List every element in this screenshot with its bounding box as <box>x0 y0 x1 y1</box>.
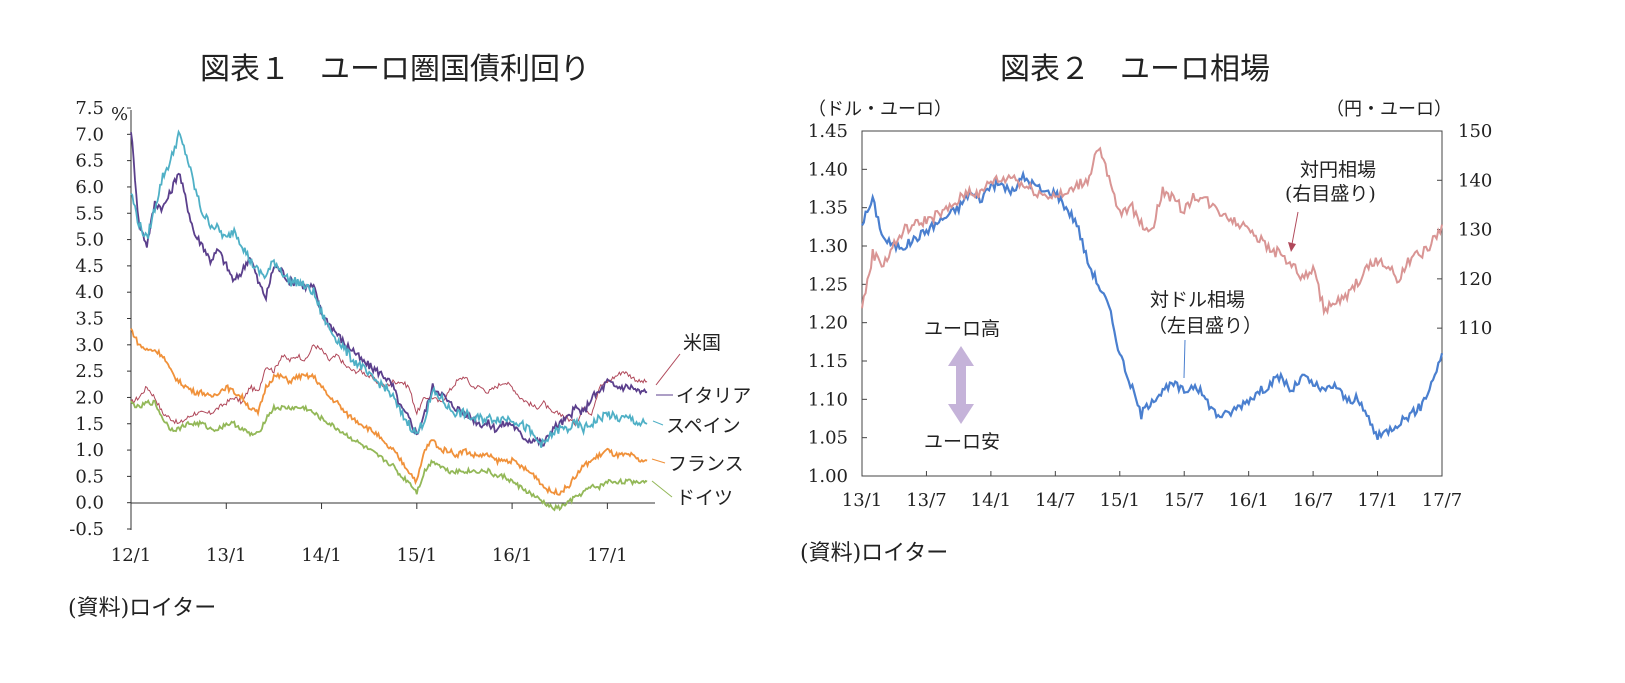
chart1-label-pointer-germany <box>651 480 673 498</box>
chart2-x-tick-label: 17/7 <box>1422 490 1462 511</box>
chart2-y-tick-label: 1.35 <box>808 198 848 219</box>
chart2-arrow-up-label: ユーロ高 <box>924 318 1000 340</box>
chart2-plot: （ドル・ユーロ） （円・ユーロ） 1.45 1.40 1.35 1.30 1.25 1.2… <box>808 99 1492 511</box>
chart2-x-tick-label: 14/7 <box>1035 490 1075 511</box>
chart2-yen-annotation-arrowhead <box>1288 242 1296 252</box>
chart2-yen-annotation-line2: (右目盛り) <box>1285 183 1376 205</box>
chart1-y-tick-label: 1.0 <box>75 440 104 461</box>
chart2-usd-annotation-line1: 対ドル相場 <box>1150 289 1245 311</box>
chart2-x-tick-label: 16/1 <box>1228 490 1268 511</box>
chart1-y-tick-label: 5.0 <box>75 230 104 251</box>
chart2-x-tick-label: 15/1 <box>1100 490 1140 511</box>
chart1-y-tick-label: 1.5 <box>75 414 104 435</box>
chart1-series-us <box>130 344 648 427</box>
chart2-up-down-arrow <box>948 346 974 424</box>
chart2-arrow-down-label: ユーロ安 <box>924 431 1000 453</box>
chart2-y-tick-label: 1.10 <box>808 389 848 410</box>
chart2-y-tick-label: 1.40 <box>808 159 848 180</box>
chart2-series-eurjpy <box>861 146 1443 317</box>
chart1-y-tick-label: 2.0 <box>75 387 104 408</box>
chart1-series-label-italy: イタリア <box>676 385 751 407</box>
chart1-label-pointer-spain <box>652 420 664 426</box>
chart2-source: (資料)ロイター <box>800 541 949 566</box>
chart2-y2-tick-label: 110 <box>1458 318 1492 339</box>
chart1-x-tick-label: 14/1 <box>301 545 341 566</box>
chart1-x-tick-label: 15/1 <box>397 545 437 566</box>
chart2-y-tick-label: 1.20 <box>808 313 848 334</box>
chart1-y-tick-label: 6.0 <box>75 177 104 198</box>
chart2-y2-tick-label: 120 <box>1458 269 1492 290</box>
chart2-x-tick-label: 16/7 <box>1293 490 1333 511</box>
chart2-y-tick-label: 1.00 <box>808 466 848 487</box>
chart1-title: 図表１ ユーロ圏国債利回り <box>200 52 590 87</box>
chart1-y-tick-label: 2.5 <box>75 361 104 382</box>
chart1-source: (資料)ロイター <box>68 596 217 621</box>
chart1-y-tick-label: 0.0 <box>75 493 104 514</box>
chart1-y-tick-label: 3.5 <box>75 309 104 330</box>
chart1-series-spain <box>130 129 648 448</box>
chart1-x-tick-label: 13/1 <box>206 545 246 566</box>
chart2-right-unit: （円・ユーロ） <box>1326 99 1452 120</box>
chart2-x-tick-label: 13/1 <box>842 490 882 511</box>
chart2-y-tick-label: 1.30 <box>808 236 848 257</box>
chart2-left-unit: （ドル・ユーロ） <box>808 99 952 120</box>
chart2-yen-annotation-line1: 対円相場 <box>1300 159 1376 181</box>
chart1-x-tick-label: 12/1 <box>111 545 151 566</box>
chart1-label-pointer-france <box>651 458 666 464</box>
chart2-y2-tick-label: 150 <box>1458 121 1492 142</box>
chart2-title: 図表２ ユーロ相場 <box>1000 52 1270 87</box>
chart2-y-tick-label: 1.25 <box>808 274 848 295</box>
chart1-y-tick-label: -0.5 <box>69 519 104 540</box>
chart1-y-tick-label: 0.5 <box>75 466 104 487</box>
chart1-series-france <box>130 328 648 496</box>
chart2-x-tick-label: 15/7 <box>1164 490 1204 511</box>
chart2-y2-tick-label: 130 <box>1458 220 1492 241</box>
chart1-y-tick-label: 5.5 <box>75 203 104 224</box>
chart1-series-label-france: フランス <box>668 453 744 475</box>
chart2-x-tick-label: 14/1 <box>971 490 1011 511</box>
chart2-x-tick-label: 13/7 <box>906 490 946 511</box>
chart1-series-label-spain: スペイン <box>666 415 741 437</box>
chart2-y-tick-label: 1.05 <box>808 428 848 449</box>
chart2-y-tick-label: 1.15 <box>808 351 848 372</box>
chart1-series-label-us: 米国 <box>683 332 721 354</box>
chart1-series-label-germany: ドイツ <box>676 487 733 509</box>
chart1-y-tick-label: 4.5 <box>75 256 104 277</box>
chart1-y-tick-label: 4.0 <box>75 282 104 303</box>
chart1-plot: % 7.5 7.0 6.5 6.0 5.5 5.0 4.5 4.0 3.5 3.0 2.5 2.0 1.… <box>69 98 751 566</box>
chart2-yen-annotation-pointer <box>1291 211 1299 245</box>
chart1-y-tick-label: 7.5 <box>75 98 104 119</box>
chart1-label-pointer-us <box>655 353 681 386</box>
chart2-usd-annotation-pointer <box>1183 339 1186 379</box>
chart2-y2-tick-label: 140 <box>1458 170 1492 191</box>
chart2-y-tick-label: 1.45 <box>808 121 848 142</box>
chart1-series-italy <box>130 132 648 447</box>
chart1-series-germany <box>130 399 648 512</box>
chart1-x-tick-label: 16/1 <box>492 545 532 566</box>
chart2-usd-annotation-line2: （左目盛り） <box>1148 315 1262 337</box>
chart1-y-tick-label: 7.0 <box>75 124 104 145</box>
chart1-unit-label: % <box>111 104 128 125</box>
chart2-series-eurusd <box>861 169 1444 440</box>
chart2-x-tick-label: 17/1 <box>1357 490 1397 511</box>
chart1-x-tick-label: 17/1 <box>587 545 627 566</box>
chart1-y-tick-label: 6.5 <box>75 151 104 172</box>
chart1-y-tick-label: 3.0 <box>75 335 104 356</box>
